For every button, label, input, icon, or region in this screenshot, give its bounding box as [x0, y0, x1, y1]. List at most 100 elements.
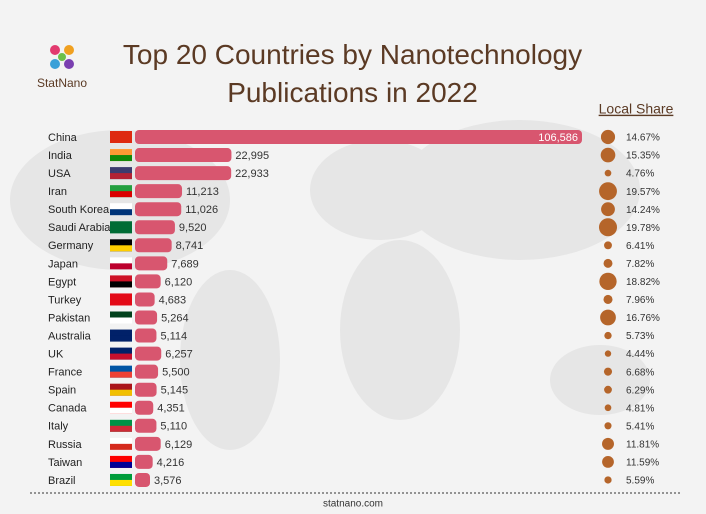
- share-label: 5.41%: [626, 421, 654, 432]
- flag: [110, 317, 132, 324]
- bar: [135, 184, 183, 199]
- share-label: 7.96%: [626, 295, 654, 306]
- value-label: 22,933: [235, 168, 269, 180]
- share-dot: [604, 350, 612, 357]
- category-label: Australia: [48, 330, 92, 342]
- flag: [110, 281, 132, 288]
- share-dot: [604, 385, 612, 394]
- bar: [135, 238, 172, 253]
- flag: [110, 479, 132, 486]
- category-label: Egypt: [48, 276, 76, 288]
- share-label: 5.59%: [626, 476, 654, 487]
- share-dot: [598, 218, 618, 237]
- category-label: Saudi Arabia: [48, 222, 111, 234]
- share-label: 6.68%: [626, 367, 654, 378]
- bar: [135, 310, 158, 325]
- source: statnano.com: [323, 499, 383, 510]
- share-dot: [604, 476, 612, 484]
- value-label: 5,145: [161, 385, 189, 397]
- category-label: Turkey: [48, 294, 82, 306]
- bar: [135, 436, 161, 451]
- share-label: 5.73%: [626, 331, 654, 342]
- bar: [135, 220, 175, 235]
- share-dot: [604, 331, 612, 340]
- category-label: Russia: [48, 439, 83, 451]
- share-dot: [600, 129, 616, 145]
- value-label: 8,741: [176, 240, 204, 252]
- share-label: 15.35%: [626, 151, 660, 162]
- flag: [110, 299, 132, 306]
- category-label: UK: [48, 349, 64, 361]
- category-label: Germany: [48, 240, 94, 252]
- flag: [110, 443, 132, 450]
- share-dot: [600, 309, 616, 326]
- flag: [110, 371, 132, 378]
- share-label: 7.82%: [626, 259, 654, 270]
- bar: [135, 328, 157, 343]
- share-label: 4.81%: [626, 403, 654, 414]
- bar: [135, 454, 153, 469]
- category-label: USA: [48, 168, 71, 180]
- share-dot: [603, 294, 613, 304]
- share-label: 19.78%: [626, 223, 660, 234]
- value-label: 6,120: [165, 276, 193, 288]
- share-dot: [600, 147, 616, 163]
- logo-text: StatNano: [37, 76, 87, 90]
- value-label: 4,216: [157, 457, 185, 469]
- share-dot: [604, 422, 612, 430]
- value-label: 7,689: [171, 258, 199, 270]
- value-label: 6,129: [165, 439, 193, 451]
- flag: [110, 425, 132, 432]
- share-dot: [602, 455, 614, 468]
- share-dot: [604, 241, 612, 250]
- value-label: 6,257: [165, 349, 193, 361]
- share-label: 6.41%: [626, 241, 654, 252]
- bar: [135, 274, 161, 289]
- value-label: 5,500: [162, 367, 190, 379]
- bar: [135, 256, 168, 271]
- bar: [135, 292, 155, 307]
- share-dot: [601, 202, 615, 217]
- flag: [110, 209, 132, 216]
- bar: [135, 382, 157, 397]
- share-label: 4.76%: [626, 169, 654, 180]
- bar: [135, 400, 154, 415]
- bar: [135, 364, 159, 379]
- share-dot: [604, 404, 612, 412]
- value-label: 5,114: [160, 330, 187, 342]
- value-label: 3,576: [154, 475, 182, 487]
- flag: [110, 389, 132, 396]
- flag: [110, 227, 132, 234]
- share-dot: [603, 367, 613, 376]
- bar: [135, 202, 182, 217]
- share-label: 19.57%: [626, 187, 660, 198]
- value-label: 5,110: [160, 421, 187, 433]
- flag: [110, 245, 132, 252]
- flag: [110, 335, 132, 342]
- flag: [110, 191, 132, 198]
- value-label: 4,683: [159, 294, 187, 306]
- category-label: France: [48, 367, 82, 379]
- logo: [50, 45, 74, 69]
- value-label: 9,520: [179, 222, 207, 234]
- value-label: 106,586: [538, 132, 578, 144]
- value-label: 4,351: [157, 403, 185, 415]
- share-dot: [604, 169, 612, 177]
- share-dot: [603, 258, 613, 268]
- flag: [110, 353, 132, 360]
- share-label: 6.29%: [626, 385, 654, 396]
- bar: [135, 346, 162, 361]
- share-label: 18.82%: [626, 277, 660, 288]
- share-label: 11.59%: [626, 458, 659, 469]
- bar: [135, 472, 150, 487]
- bar: [135, 418, 157, 433]
- flag: [110, 461, 132, 468]
- share-label: 16.76%: [626, 313, 660, 324]
- flag: [110, 263, 132, 270]
- share-dot: [599, 182, 617, 201]
- bar: [135, 166, 232, 181]
- category-label: South Korea: [48, 204, 110, 216]
- category-label: Canada: [48, 403, 87, 415]
- category-label: Brazil: [48, 475, 76, 487]
